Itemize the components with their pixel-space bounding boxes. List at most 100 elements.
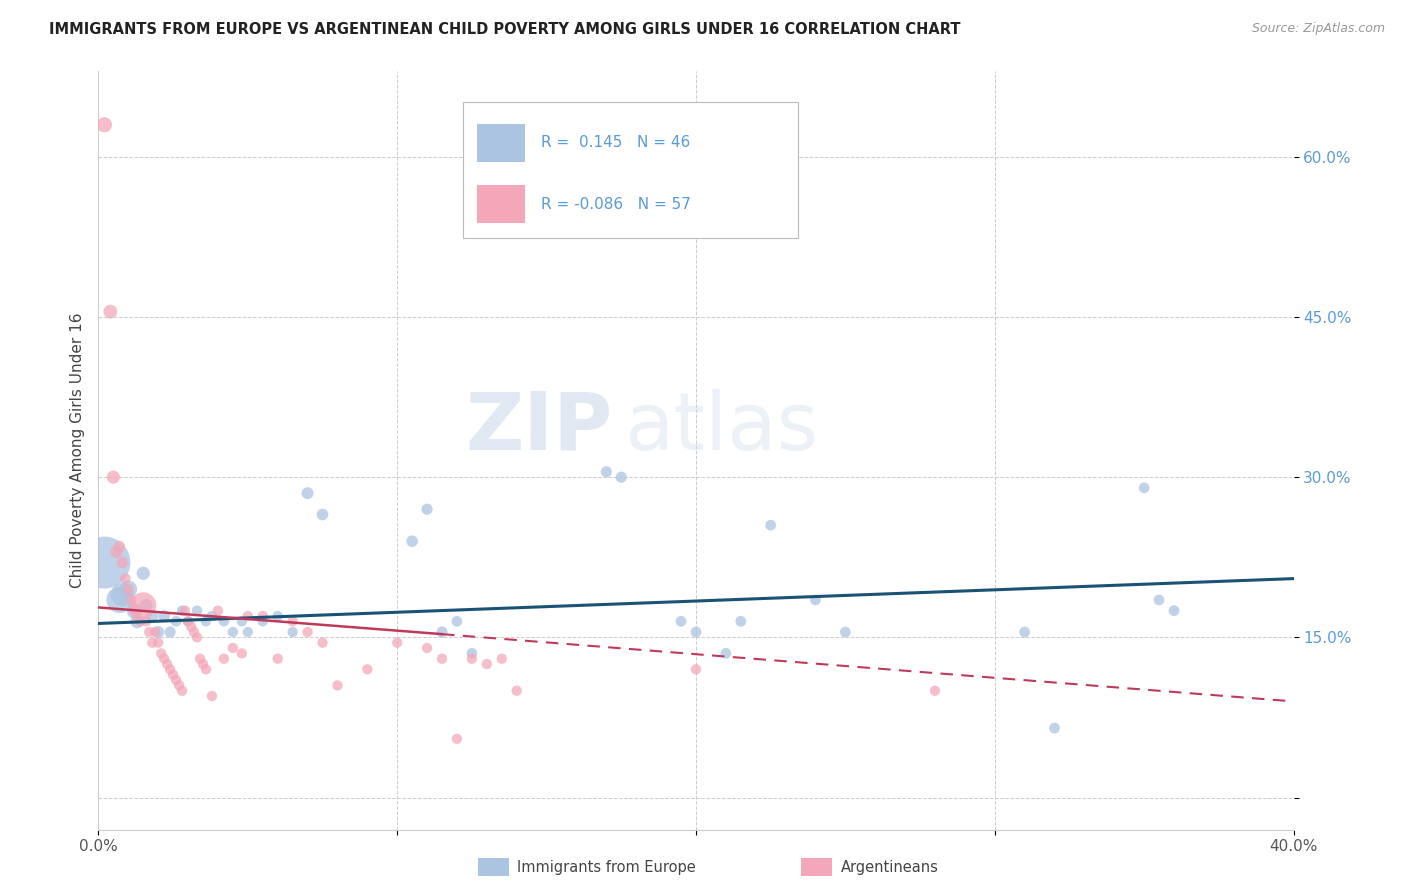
- Point: [430, 625, 453, 640]
- Point: [252, 609, 274, 624]
- Point: [127, 609, 149, 624]
- FancyBboxPatch shape: [477, 185, 524, 223]
- Text: ZIP: ZIP: [465, 389, 613, 467]
- Point: [111, 556, 134, 570]
- Point: [610, 470, 633, 484]
- Point: [195, 615, 218, 629]
- Point: [127, 615, 149, 629]
- Point: [416, 640, 439, 655]
- Point: [297, 625, 319, 640]
- Point: [416, 502, 439, 516]
- Point: [148, 635, 170, 649]
- Point: [172, 604, 194, 618]
- Point: [141, 635, 163, 649]
- Point: [685, 625, 707, 640]
- Point: [669, 615, 692, 629]
- Point: [138, 625, 160, 640]
- Point: [804, 593, 827, 607]
- Point: [177, 615, 200, 629]
- Point: [172, 683, 194, 698]
- Point: [461, 646, 484, 660]
- Point: [834, 625, 856, 640]
- Point: [297, 486, 319, 500]
- Text: Source: ZipAtlas.com: Source: ZipAtlas.com: [1251, 22, 1385, 36]
- Point: [506, 683, 529, 698]
- Point: [356, 662, 378, 676]
- Point: [1133, 481, 1156, 495]
- Point: [93, 118, 115, 132]
- Point: [201, 609, 224, 624]
- Point: [1163, 604, 1185, 618]
- Point: [491, 651, 513, 665]
- Text: R =  0.145   N = 46: R = 0.145 N = 46: [541, 135, 690, 150]
- Point: [231, 615, 253, 629]
- Point: [188, 651, 211, 665]
- Point: [475, 657, 498, 671]
- Point: [159, 625, 181, 640]
- Point: [162, 667, 184, 681]
- Point: [174, 604, 197, 618]
- Point: [153, 609, 176, 624]
- Point: [111, 588, 134, 602]
- Point: [103, 470, 125, 484]
- Point: [430, 651, 453, 665]
- Point: [252, 615, 274, 629]
- Point: [685, 662, 707, 676]
- Point: [595, 465, 617, 479]
- Point: [267, 651, 290, 665]
- Point: [222, 640, 245, 655]
- Point: [714, 646, 737, 660]
- Point: [177, 615, 200, 629]
- Text: R = -0.086   N = 57: R = -0.086 N = 57: [541, 196, 690, 211]
- Point: [156, 657, 179, 671]
- Point: [267, 609, 290, 624]
- Point: [311, 635, 333, 649]
- Point: [153, 651, 176, 665]
- Point: [98, 304, 122, 318]
- Point: [191, 657, 214, 671]
- Point: [186, 604, 208, 618]
- Point: [311, 508, 333, 522]
- Point: [117, 582, 139, 597]
- Point: [180, 620, 202, 634]
- Point: [401, 534, 423, 549]
- Point: [759, 518, 782, 533]
- Point: [446, 731, 468, 746]
- Point: [236, 625, 259, 640]
- Point: [186, 631, 208, 645]
- Point: [222, 625, 245, 640]
- Point: [207, 604, 229, 618]
- Point: [461, 651, 484, 665]
- Point: [281, 615, 304, 629]
- FancyBboxPatch shape: [477, 124, 524, 161]
- Point: [1014, 625, 1036, 640]
- Point: [183, 625, 205, 640]
- Point: [446, 615, 468, 629]
- Point: [135, 599, 157, 613]
- Point: [105, 545, 128, 559]
- Point: [326, 678, 349, 692]
- Point: [120, 593, 142, 607]
- Point: [201, 689, 224, 703]
- Text: IMMIGRANTS FROM EUROPE VS ARGENTINEAN CHILD POVERTY AMONG GIRLS UNDER 16 CORRELA: IMMIGRANTS FROM EUROPE VS ARGENTINEAN CH…: [49, 22, 960, 37]
- Text: atlas: atlas: [624, 389, 818, 467]
- Point: [212, 651, 235, 665]
- Point: [124, 604, 146, 618]
- Point: [236, 609, 259, 624]
- FancyBboxPatch shape: [463, 102, 797, 238]
- Point: [114, 572, 136, 586]
- Point: [924, 683, 946, 698]
- Point: [165, 615, 187, 629]
- Point: [93, 556, 115, 570]
- Text: Immigrants from Europe: Immigrants from Europe: [517, 860, 696, 874]
- Point: [1147, 593, 1170, 607]
- Point: [124, 604, 146, 618]
- Point: [135, 615, 157, 629]
- Point: [150, 646, 173, 660]
- Point: [212, 615, 235, 629]
- Point: [108, 540, 131, 554]
- Text: Argentineans: Argentineans: [841, 860, 939, 874]
- Point: [730, 615, 752, 629]
- Point: [148, 625, 170, 640]
- Point: [281, 625, 304, 640]
